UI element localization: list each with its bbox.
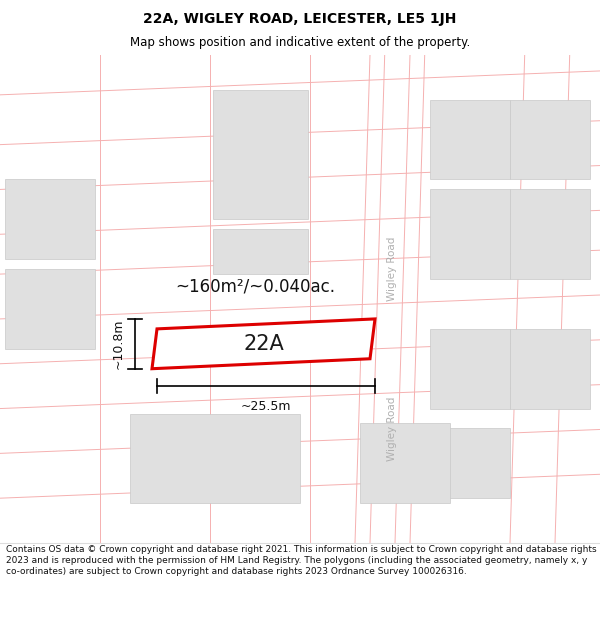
Bar: [430, 189, 510, 279]
Bar: [5, 179, 95, 259]
Bar: [510, 100, 590, 179]
Text: ~25.5m: ~25.5m: [241, 399, 291, 412]
Bar: [130, 414, 300, 503]
Bar: [213, 90, 308, 219]
Polygon shape: [152, 319, 375, 369]
Text: ~10.8m: ~10.8m: [112, 319, 125, 369]
Bar: [360, 424, 450, 503]
Bar: [430, 100, 510, 179]
Text: Wigley Road: Wigley Road: [387, 396, 397, 461]
Text: Contains OS data © Crown copyright and database right 2021. This information is : Contains OS data © Crown copyright and d…: [6, 544, 596, 576]
Text: 22A: 22A: [243, 334, 284, 354]
Bar: [5, 269, 95, 349]
Bar: [510, 329, 590, 409]
Text: Wigley Road: Wigley Road: [387, 237, 397, 301]
Text: Map shows position and indicative extent of the property.: Map shows position and indicative extent…: [130, 36, 470, 49]
Bar: [213, 229, 308, 274]
Text: 22A, WIGLEY ROAD, LEICESTER, LE5 1JH: 22A, WIGLEY ROAD, LEICESTER, LE5 1JH: [143, 12, 457, 26]
Bar: [430, 429, 510, 498]
Text: ~160m²/~0.040ac.: ~160m²/~0.040ac.: [175, 277, 335, 295]
Bar: [510, 189, 590, 279]
Bar: [430, 329, 510, 409]
